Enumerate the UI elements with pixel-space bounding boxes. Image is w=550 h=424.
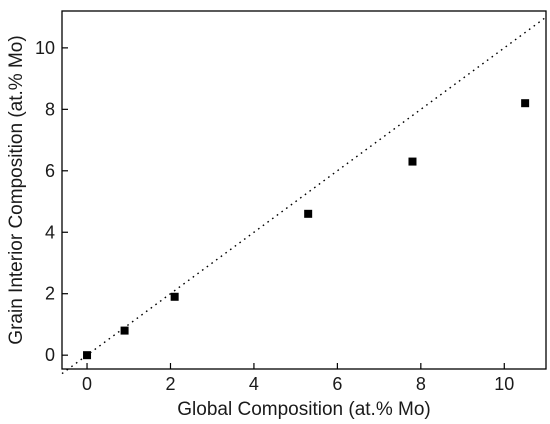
x-tick-label: 2 <box>165 374 175 394</box>
data-point-square <box>120 326 129 335</box>
data-point-square <box>170 292 179 301</box>
y-tick-label: 6 <box>45 161 55 181</box>
data-point-square <box>83 351 92 360</box>
y-tick-label: 2 <box>45 284 55 304</box>
identity-reference-line <box>61 16 547 375</box>
x-tick-label: 0 <box>82 374 92 394</box>
data-point-square <box>408 157 417 166</box>
y-axis-ticks: 0 2 4 6 8 10 <box>35 38 68 365</box>
data-point-square <box>304 209 313 218</box>
y-tick-label: 4 <box>45 222 55 242</box>
x-axis-title: Global Composition (at.% Mo) <box>177 399 430 420</box>
x-tick-label: 8 <box>416 374 426 394</box>
y-tick-label: 10 <box>35 38 55 58</box>
x-axis-ticks: 0 2 4 6 8 10 <box>82 363 514 394</box>
data-point-square <box>521 99 530 108</box>
x-tick-label: 6 <box>332 374 342 394</box>
y-tick-label: 0 <box>45 345 55 365</box>
x-tick-label: 4 <box>249 374 259 394</box>
y-tick-label: 8 <box>45 99 55 119</box>
x-tick-label: 10 <box>494 374 514 394</box>
data-points <box>83 99 530 360</box>
y-axis-title: Grain Interior Composition (at.% Mo) <box>6 35 27 344</box>
plot-frame <box>61 10 547 370</box>
